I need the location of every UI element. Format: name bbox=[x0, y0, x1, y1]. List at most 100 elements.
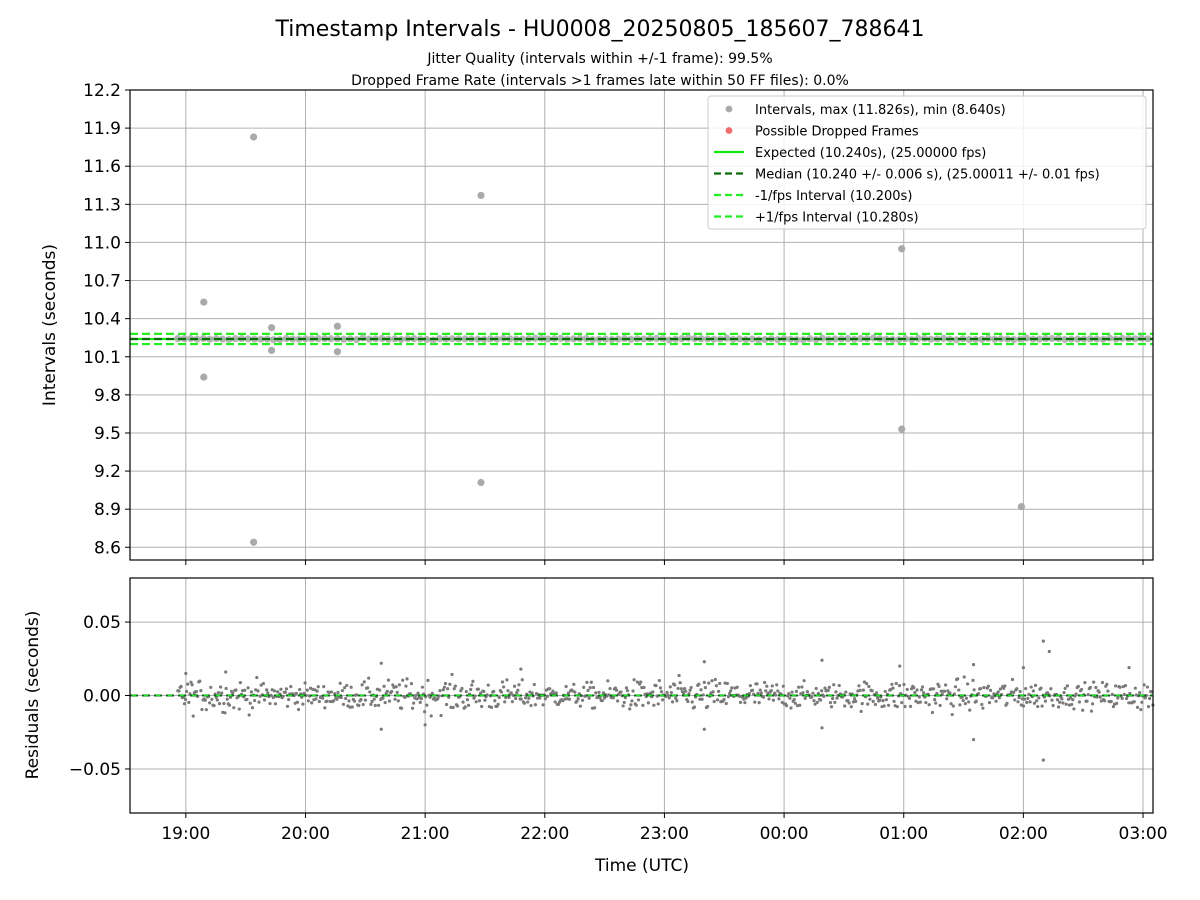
residual-point bbox=[215, 698, 219, 702]
residual-point bbox=[1139, 708, 1143, 712]
residual-point bbox=[873, 702, 878, 707]
chart-subtitle-jitter: Jitter Quality (intervals within +/-1 fr… bbox=[426, 51, 772, 67]
residual-point bbox=[1060, 697, 1064, 701]
residual-point bbox=[682, 686, 687, 691]
residual-extreme-point bbox=[184, 671, 188, 676]
residual-point bbox=[771, 698, 776, 702]
residual-point bbox=[526, 700, 530, 704]
residual-point bbox=[727, 691, 732, 696]
residual-point bbox=[257, 700, 261, 704]
interval-point bbox=[474, 335, 482, 343]
interval-point bbox=[365, 335, 373, 343]
interval-point bbox=[1048, 334, 1056, 343]
residual-point bbox=[823, 686, 827, 690]
residual-point bbox=[687, 691, 691, 696]
residual-point bbox=[588, 685, 592, 690]
residual-point bbox=[268, 701, 272, 706]
residual-point bbox=[265, 688, 269, 692]
residual-extreme-point bbox=[820, 726, 824, 730]
residual-point bbox=[659, 690, 664, 694]
residual-point bbox=[944, 683, 948, 687]
residual-point bbox=[750, 688, 755, 692]
residual-point bbox=[854, 699, 858, 703]
residual-point bbox=[538, 696, 542, 700]
residual-extreme-point bbox=[1041, 758, 1045, 762]
residual-point bbox=[187, 700, 191, 704]
residual-point bbox=[247, 713, 251, 717]
x-tick-label: 03:00 bbox=[1119, 824, 1168, 844]
residual-point bbox=[497, 695, 501, 700]
x-tick-label: 23:00 bbox=[640, 824, 689, 844]
residual-point bbox=[520, 678, 524, 682]
residual-point bbox=[506, 689, 510, 693]
residual-point bbox=[463, 705, 467, 709]
residual-point bbox=[964, 696, 969, 700]
residual-point bbox=[657, 678, 661, 683]
residual-point bbox=[499, 690, 504, 694]
residual-point bbox=[722, 697, 726, 702]
residual-point bbox=[639, 680, 643, 684]
residual-point bbox=[586, 688, 590, 692]
interval-point bbox=[831, 335, 839, 343]
residual-point bbox=[1070, 702, 1074, 707]
residual-point bbox=[480, 704, 484, 709]
residual-point bbox=[266, 691, 270, 695]
residual-point bbox=[223, 711, 227, 715]
residual-point bbox=[1094, 685, 1098, 690]
residual-point bbox=[461, 700, 465, 704]
residual-point bbox=[915, 688, 919, 692]
residual-extreme-point bbox=[1021, 665, 1025, 670]
residual-point bbox=[931, 687, 936, 691]
residual-point bbox=[1083, 681, 1087, 685]
interval-point bbox=[857, 334, 865, 343]
residual-extreme-point bbox=[379, 727, 383, 731]
residual-point bbox=[1074, 692, 1078, 696]
top-y-tick-label: 9.8 bbox=[94, 386, 121, 406]
residual-point bbox=[483, 698, 487, 702]
residual-point bbox=[949, 702, 953, 706]
residual-point bbox=[814, 686, 818, 691]
residual-point bbox=[629, 703, 633, 707]
residual-point bbox=[190, 683, 194, 687]
residual-point bbox=[1043, 699, 1048, 703]
residual-point bbox=[216, 690, 221, 695]
residual-point bbox=[777, 697, 781, 701]
residual-point bbox=[385, 689, 389, 694]
residual-point bbox=[541, 703, 545, 707]
residual-point bbox=[179, 684, 183, 689]
residual-point bbox=[874, 691, 879, 695]
residual-point bbox=[573, 690, 577, 694]
residual-point bbox=[261, 681, 266, 686]
residual-point bbox=[764, 689, 768, 693]
residual-point bbox=[530, 691, 534, 695]
residual-point bbox=[833, 700, 837, 704]
residual-point bbox=[707, 681, 711, 685]
residual-point bbox=[913, 690, 917, 695]
residual-point bbox=[1090, 702, 1095, 706]
residual-point bbox=[585, 680, 589, 684]
residual-point bbox=[460, 686, 464, 691]
residual-point bbox=[476, 687, 480, 691]
residual-point bbox=[883, 689, 887, 694]
residual-point bbox=[1013, 698, 1017, 702]
residual-extreme-point bbox=[898, 664, 902, 668]
interval-point bbox=[678, 335, 686, 343]
residual-point bbox=[1109, 699, 1113, 704]
top-y-tick-label: 8.9 bbox=[94, 500, 121, 520]
residual-point bbox=[996, 690, 1000, 694]
residual-point bbox=[360, 683, 364, 687]
residual-point bbox=[957, 688, 961, 692]
residual-point bbox=[342, 686, 347, 690]
residual-point bbox=[262, 698, 267, 702]
residual-point bbox=[212, 704, 216, 708]
top-y-tick-label: 9.2 bbox=[94, 462, 121, 482]
residual-point bbox=[222, 701, 226, 706]
residual-point bbox=[798, 703, 802, 707]
residual-point bbox=[681, 691, 686, 695]
residual-point bbox=[338, 681, 342, 685]
residual-point bbox=[514, 696, 518, 701]
interval-point bbox=[640, 335, 648, 343]
residual-point bbox=[867, 684, 871, 689]
residual-point bbox=[1123, 684, 1128, 688]
